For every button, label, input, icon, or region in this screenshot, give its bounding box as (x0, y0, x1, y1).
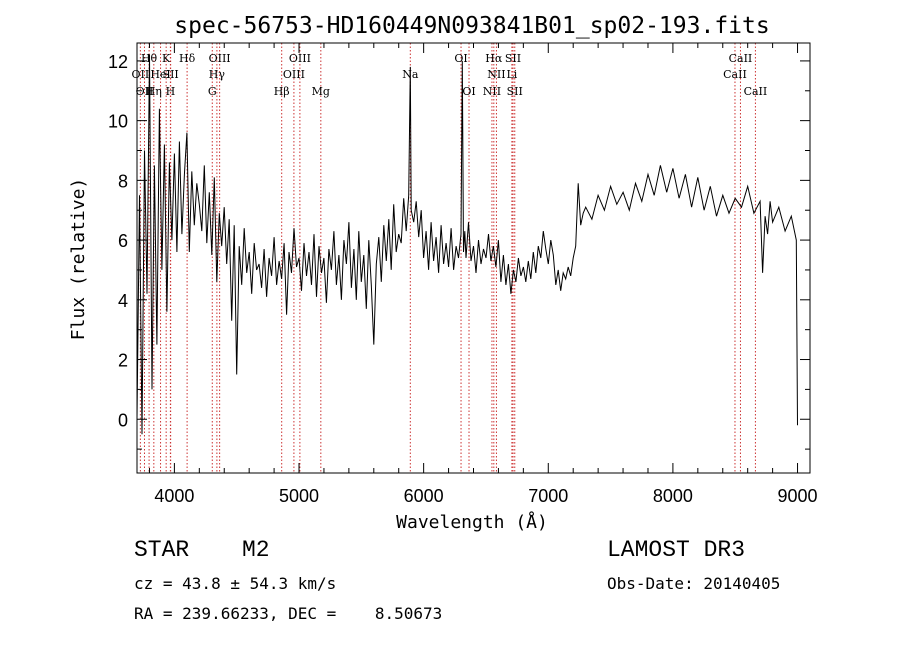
line-label-12: OIII (289, 52, 311, 65)
x-tick-label-3: 7000 (528, 486, 568, 506)
y-axis-ticks: 0 2 4 6 8 10 12 (108, 52, 810, 450)
line-label-13: OIII (283, 68, 305, 81)
line-label-20: SII (505, 52, 521, 65)
x-tick-label-5: 9000 (778, 486, 818, 506)
x-tick-label-4: 8000 (653, 486, 693, 506)
line-label-18: OI (462, 85, 475, 98)
line-label-9: OIII (209, 52, 231, 65)
line-label-27: CaII (744, 85, 768, 98)
line-label-19: Hα (485, 52, 503, 65)
survey-name: LAMOST DR3 (607, 537, 746, 563)
x-axis-ticks: 4000 5000 6000 7000 8000 9000 (148, 43, 818, 506)
chart-title: spec-56753-HD160449N093841B01_sp02-193.f… (174, 13, 769, 39)
y-tick-label-3: 6 (118, 231, 128, 251)
x-tick-label-1: 5000 (279, 486, 319, 506)
line-label-21: NII (487, 68, 505, 81)
sky-coordinates: RA = 239.66233, DEC = 8.50673 (134, 604, 443, 623)
line-label-3: HeI (150, 68, 170, 81)
y-tick-label-1: 2 (118, 351, 128, 371)
line-label-23: NII (483, 85, 501, 98)
object-class: STAR (134, 537, 190, 563)
line-label-22: Li (506, 68, 517, 81)
y-tick-label-4: 8 (118, 171, 128, 191)
line-label-17: OI (454, 52, 467, 65)
observation-date: Obs-Date: 20140405 (607, 574, 781, 593)
line-label-6: SII (163, 68, 179, 81)
line-label-25: CaII (729, 52, 753, 65)
line-label-26: CaII (723, 68, 747, 81)
line-label-5: K (162, 52, 171, 65)
line-label-14: Hβ (274, 85, 290, 98)
line-label-15: Mg (312, 85, 330, 98)
redshift-value: cz = 43.8 ± 54.3 km/s (134, 574, 337, 593)
x-axis-label: Wavelength (Å) (396, 511, 548, 533)
y-tick-label-0: 0 (118, 410, 128, 430)
line-label-7: H (166, 85, 176, 98)
line-label-10: Hγ (209, 68, 226, 81)
line-label-8: Hδ (179, 52, 196, 65)
y-tick-label-6: 12 (108, 52, 128, 72)
line-label-1: OII (132, 68, 150, 81)
y-tick-label-2: 4 (118, 291, 128, 311)
spectral-line-markers (139, 43, 756, 473)
plot-frame (136, 42, 811, 474)
y-axis-label: Flux (relative) (68, 178, 89, 341)
line-label-24: SII (507, 85, 523, 98)
y-tick-label-5: 10 (108, 112, 128, 132)
object-subclass: M2 (242, 537, 270, 563)
x-tick-label-2: 6000 (404, 486, 444, 506)
spectrum-line (136, 54, 798, 435)
line-label-11: G (208, 85, 217, 98)
x-tick-label-0: 4000 (154, 486, 194, 506)
line-label-4: Hη (146, 85, 162, 98)
